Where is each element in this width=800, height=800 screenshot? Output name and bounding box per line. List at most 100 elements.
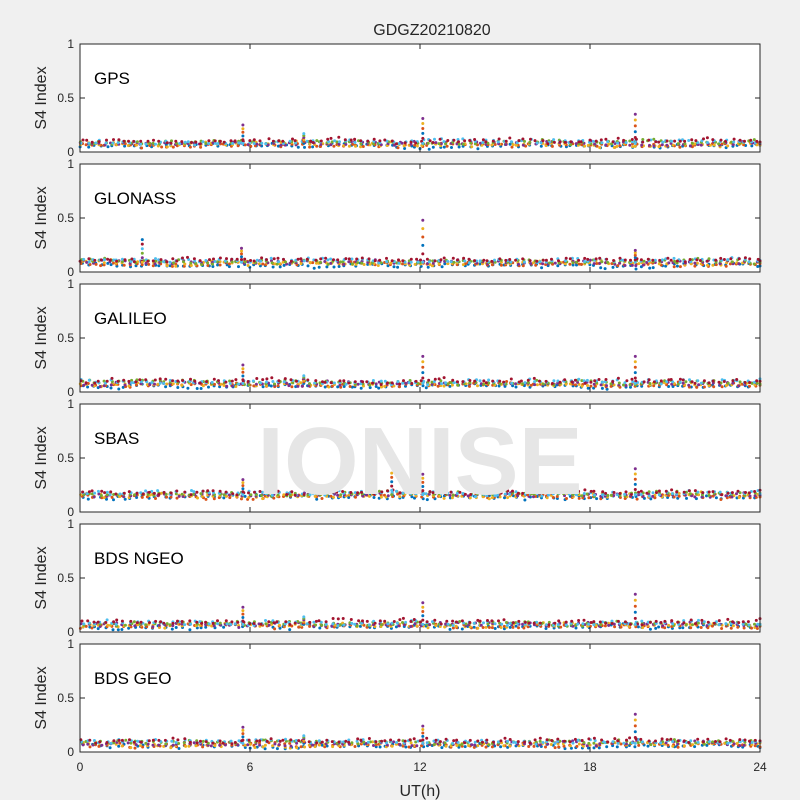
data-point — [585, 492, 589, 496]
data-point — [109, 386, 113, 390]
data-point — [102, 258, 106, 262]
data-point — [440, 265, 444, 269]
data-point — [741, 620, 745, 624]
data-point — [676, 745, 680, 749]
data-point — [409, 620, 413, 623]
data-point — [314, 623, 318, 627]
data-point — [171, 743, 175, 747]
data-point — [264, 142, 268, 146]
data-point — [664, 489, 668, 493]
data-point — [134, 383, 138, 387]
data-point — [699, 381, 703, 385]
data-point — [132, 257, 136, 261]
constellation-label: SBAS — [94, 429, 139, 448]
data-point — [178, 142, 182, 145]
data-point — [575, 263, 578, 267]
scatter-points — [78, 354, 762, 391]
data-point — [658, 258, 662, 262]
data-point — [349, 138, 353, 142]
data-point — [337, 135, 341, 139]
data-point — [605, 257, 609, 261]
data-point — [628, 139, 632, 143]
spike-point — [633, 493, 637, 497]
data-point — [637, 262, 641, 266]
data-point — [175, 259, 179, 263]
data-point — [208, 258, 211, 262]
data-point — [313, 381, 317, 385]
data-point — [135, 143, 138, 147]
data-point — [586, 143, 590, 147]
data-point — [641, 140, 645, 144]
data-point — [218, 489, 222, 493]
data-point — [98, 385, 102, 388]
data-point — [482, 258, 486, 262]
data-point — [737, 621, 741, 625]
data-point — [755, 627, 759, 630]
data-point — [487, 626, 491, 629]
data-point — [204, 620, 208, 624]
data-point — [283, 377, 287, 381]
data-point — [534, 263, 538, 267]
data-point — [218, 256, 222, 260]
data-point — [568, 262, 572, 266]
data-point — [130, 257, 134, 261]
data-point — [339, 260, 343, 264]
data-point — [564, 256, 568, 260]
data-point — [402, 144, 406, 148]
data-point — [121, 260, 124, 264]
data-point — [273, 382, 276, 386]
data-point — [600, 386, 604, 390]
data-point — [219, 382, 223, 386]
data-point — [678, 380, 682, 384]
spike-point — [421, 365, 425, 369]
y-tick-label: 0 — [67, 385, 74, 399]
spike-point — [421, 376, 425, 380]
spike-point — [241, 478, 245, 482]
data-point — [317, 619, 321, 623]
data-point — [402, 379, 405, 383]
data-point — [675, 259, 679, 263]
data-point — [667, 378, 671, 382]
data-point — [750, 741, 754, 744]
data-point — [396, 146, 400, 150]
data-point — [461, 142, 465, 146]
data-point — [448, 627, 452, 631]
data-point — [517, 139, 521, 143]
data-point — [213, 382, 216, 386]
data-point — [648, 627, 652, 631]
data-point — [386, 381, 389, 385]
data-point — [444, 744, 448, 748]
data-point — [433, 137, 436, 141]
data-point — [157, 738, 161, 742]
data-point — [648, 620, 652, 624]
data-point — [247, 491, 250, 495]
spike-point — [633, 354, 637, 358]
data-point — [444, 142, 448, 146]
data-point — [445, 144, 449, 148]
data-point — [595, 262, 599, 265]
spike-point — [421, 360, 425, 364]
data-point — [180, 620, 184, 623]
data-point — [176, 386, 180, 389]
data-point — [454, 624, 458, 628]
data-point — [707, 494, 711, 497]
data-point — [431, 145, 435, 149]
data-point — [490, 619, 494, 623]
data-point — [162, 381, 166, 385]
data-point — [374, 382, 378, 386]
data-point — [105, 618, 109, 622]
data-point — [315, 497, 319, 501]
data-point — [753, 494, 757, 498]
data-point — [195, 741, 199, 745]
data-point — [351, 142, 355, 146]
data-point — [368, 262, 372, 266]
data-point — [354, 495, 357, 499]
data-point — [508, 142, 512, 146]
data-point — [533, 380, 537, 384]
data-point — [126, 144, 130, 147]
data-point — [753, 380, 756, 384]
data-point — [372, 744, 375, 747]
